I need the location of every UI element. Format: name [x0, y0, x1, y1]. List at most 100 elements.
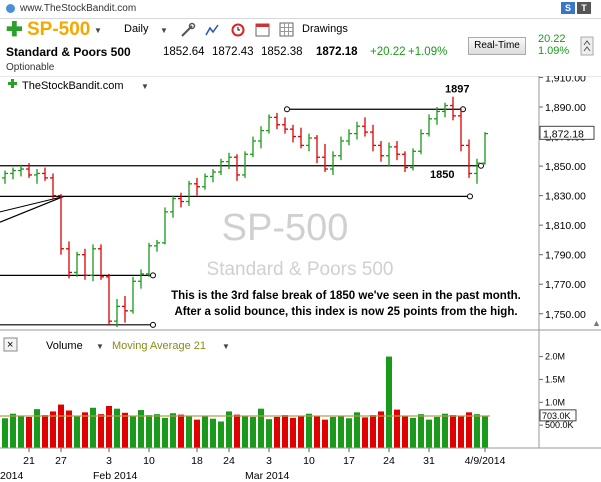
symbol-input[interactable]: SP-500 [27, 19, 91, 40]
volume-last-frame [539, 409, 577, 422]
collapse-icon[interactable] [580, 36, 594, 56]
study-icon[interactable] [204, 22, 220, 38]
ohlc-bar [450, 96, 456, 121]
chevron-down-icon[interactable]: ▼ [94, 26, 102, 35]
price-bars [2, 96, 488, 328]
ohlc-bar [426, 114, 432, 137]
badge-t[interactable]: T [577, 2, 591, 14]
volume-bar [10, 413, 16, 448]
ohlc-bar [226, 152, 232, 170]
quote-change-2: 20.22 [538, 33, 566, 45]
volume-bar [274, 416, 280, 448]
volume-bar [26, 416, 32, 448]
x-tick-label: 31 [423, 455, 435, 467]
calendar-icon[interactable] [255, 22, 270, 37]
stock-chart[interactable]: TheStockBandit.com ▼ SP-500 Standard & P… [0, 76, 601, 482]
volume-bar [402, 416, 408, 448]
quote-low: 1852.38 [261, 46, 303, 58]
note-line-1: This is the 3rd false break of 1850 we'v… [171, 290, 521, 302]
chevron-down-icon[interactable]: ▼ [96, 342, 104, 351]
volume-bar [42, 415, 48, 448]
ohlc-bar [202, 173, 208, 190]
ohlc-bar [194, 177, 200, 196]
volume-bar [2, 418, 8, 448]
volume-ma-label[interactable]: Moving Average 21 [112, 340, 206, 352]
ohlc-bar [2, 170, 8, 184]
alarm-clock-icon[interactable] [230, 21, 246, 37]
drawings-button[interactable]: Drawings [302, 23, 348, 35]
quote-close: 1872.18 [316, 46, 358, 58]
volume-bar [266, 419, 272, 448]
ohlc-bar [50, 173, 56, 199]
volume-bar [290, 417, 296, 448]
ohlc-bar [482, 132, 488, 165]
volume-bar [314, 416, 320, 448]
y-tick-label: 1,790.00 [545, 250, 586, 262]
volume-bar [162, 417, 168, 448]
ohlc-bar [74, 251, 80, 277]
quote-change-pct: +1.09% [408, 46, 448, 58]
volume-label[interactable]: Volume [46, 340, 83, 352]
volume-tick-label: 1.5M [545, 374, 565, 384]
horizontal-lines [0, 106, 484, 328]
x-tick-label: 17 [343, 455, 355, 467]
tools-icon[interactable] [180, 22, 196, 38]
price-axis: 1,910.001,890.001,870.001,850.001,830.00… [539, 76, 586, 321]
volume-bar [282, 415, 288, 448]
volume-bar [474, 414, 480, 448]
ohlc-bar [146, 242, 152, 277]
quote-high: 1872.43 [212, 46, 254, 58]
source-label-group: TheStockBandit.com ▼ [8, 79, 149, 92]
volume-bar [410, 417, 416, 448]
ohlc-bar [290, 124, 296, 143]
x-tick-label: 24 [223, 455, 235, 467]
realtime-button[interactable]: Real-Time [468, 37, 526, 55]
ohlc-bar [370, 124, 376, 152]
ohlc-bar [26, 163, 32, 178]
volume-bar [122, 412, 128, 448]
volume-bar [114, 408, 120, 448]
ohlc-bar [106, 273, 112, 326]
interval-select[interactable]: Daily [124, 23, 149, 35]
url-text[interactable]: www.TheStockBandit.com [20, 3, 137, 14]
last-price-label: 1,872.18 [543, 128, 584, 140]
ohlc-bar [130, 276, 136, 314]
y-tick-label: 1,890.00 [545, 102, 586, 114]
quote-change-pct-2: 1.09% [538, 45, 570, 57]
volume-tick-label: 2.0M [545, 352, 565, 362]
add-symbol-icon[interactable]: ✚ [6, 19, 23, 41]
ohlc-bar [338, 136, 344, 161]
volume-bar [202, 416, 208, 448]
ohlc-bar [82, 248, 88, 280]
chevron-down-icon[interactable]: ▼ [141, 82, 149, 91]
month-label: 2014 [0, 470, 24, 482]
close-icon[interactable]: × [7, 339, 13, 351]
ohlc-bar [98, 244, 104, 280]
volume-bar [370, 415, 376, 448]
volume-bar [138, 410, 144, 448]
ohlc-bar [266, 114, 272, 134]
close-volume-button[interactable] [3, 337, 18, 352]
y-tick-label: 1,830.00 [545, 191, 586, 203]
ohlc-bar [466, 139, 472, 178]
volume-bar [186, 415, 192, 448]
chevron-down-icon[interactable]: ▼ [160, 26, 168, 35]
add-study-icon[interactable] [8, 79, 17, 88]
line-handle [150, 321, 156, 328]
x-tick-label: 24 [383, 455, 395, 467]
ohlc-bar [402, 151, 408, 172]
x-tick-label: 21 [23, 455, 35, 467]
ohlc-bar [258, 126, 264, 149]
volume-bar [34, 409, 40, 448]
badge-s[interactable]: S [561, 2, 575, 14]
chevron-down-icon[interactable]: ▼ [222, 342, 230, 351]
volume-bar [426, 419, 432, 448]
ohlc-bar [90, 244, 96, 282]
resize-icon[interactable]: ▲ [592, 318, 601, 328]
ohlc-bar [410, 148, 416, 171]
volume-bar [450, 415, 456, 448]
grid-icon[interactable] [279, 22, 294, 37]
volume-bar [226, 411, 232, 448]
ohlc-bar [218, 158, 224, 175]
volume-bar [218, 421, 224, 448]
